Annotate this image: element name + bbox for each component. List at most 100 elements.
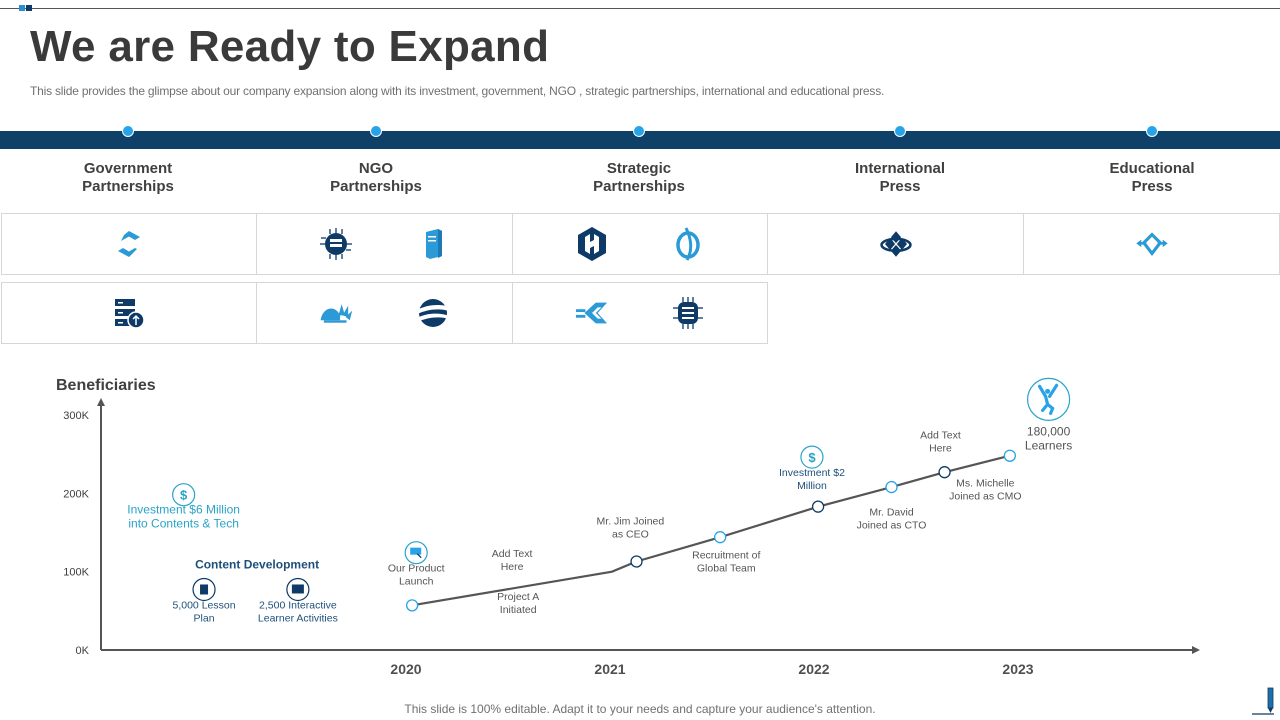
top-rule: [0, 8, 1280, 9]
slide-subtitle: This slide provides the glimpse about ou…: [30, 84, 885, 98]
icon-ring: [800, 445, 824, 469]
annotation-label: Our Product: [388, 563, 445, 575]
board-glyph: [291, 584, 304, 594]
diamond-arrows-icon: [1135, 227, 1169, 261]
swoosh-globe-icon: [416, 296, 450, 330]
hexagon-s-logo-icon: [112, 227, 146, 261]
data-point: [885, 480, 898, 494]
jumping-person-icon: [1026, 377, 1071, 421]
person-body: [1038, 383, 1059, 415]
category-heading-ngo: NGO Partnerships: [276, 160, 476, 196]
document-glyph: [200, 584, 209, 595]
y-tick-label: 300K: [63, 410, 89, 422]
annotation-label: Mr. David: [869, 506, 914, 518]
series-line: [405, 449, 1016, 612]
heading-line: International: [854, 160, 945, 177]
y-tick-label: 200K: [63, 488, 89, 500]
board-glyph: [410, 547, 422, 555]
chart-axes: [97, 398, 1200, 654]
annotation-label: Plan: [194, 612, 215, 624]
annotation-label: Add Text: [920, 430, 961, 442]
data-point: [714, 531, 727, 544]
pencil-edit-icon[interactable]: [1252, 686, 1276, 720]
timeline-band: [0, 131, 1280, 149]
annotation-label: as CEO: [612, 529, 649, 541]
annotation-label: Investment $2: [779, 467, 845, 479]
series-line-path: [411, 454, 1011, 607]
logo-cell-strategic-1: [512, 213, 768, 275]
annotation-label: Here: [501, 561, 524, 573]
annotation-label: Learners: [1025, 438, 1072, 452]
lotus-book-icon: [319, 296, 353, 330]
annotation-label: into Contents & Tech: [128, 517, 239, 531]
dollar-glyph: $: [180, 488, 188, 503]
ring-leaf-icon: [671, 227, 705, 261]
annotation-label: Million: [797, 480, 827, 492]
logo-cell-international-1: [767, 213, 1024, 275]
dollar-glyph: $: [808, 450, 816, 465]
data-point: [938, 466, 951, 479]
chart-title: Beneficiaries: [56, 377, 156, 394]
annotation-label: Content Development: [195, 558, 319, 572]
data-point: [811, 500, 825, 513]
heading-line: Press: [879, 178, 921, 195]
circuit-chip-icon: [319, 227, 353, 261]
data-point: [1003, 449, 1016, 462]
icon-ring: [172, 483, 196, 507]
band-dot: [370, 125, 382, 137]
x-tick-label: 2023: [1002, 661, 1033, 677]
logo-cell-ngo-1: [256, 213, 513, 275]
hexagon-h-logo-icon: [575, 227, 609, 261]
data-point: [630, 555, 643, 568]
logo-cell-educational-1: [1023, 213, 1280, 275]
dollar-icon: $: [800, 445, 824, 469]
logo-cell-ngo-2: [256, 282, 513, 344]
heading-line: Partnerships: [330, 178, 422, 195]
annotation-label: Learner Activities: [258, 612, 338, 624]
person-head: [1045, 388, 1051, 394]
server-upload-icon: [112, 296, 146, 330]
annotation-label: 5,000 Lesson: [173, 599, 236, 611]
y-axis-ticks: 0K 100K 200K 300K: [63, 410, 89, 657]
annotation-label: Ms. Michelle: [956, 477, 1015, 489]
annotation-label: 180,000: [1027, 424, 1071, 438]
heading-line: NGO: [358, 160, 394, 177]
y-tick-label: 100K: [63, 567, 89, 579]
server-tower-icon: [416, 227, 450, 261]
annotation-label: Joined as CMO: [949, 490, 1021, 502]
heading-line: Press: [1131, 178, 1173, 195]
logo-cell-strategic-2: [512, 282, 768, 344]
band-dot: [122, 125, 134, 137]
heading-line: Partnerships: [82, 178, 174, 195]
interactive-board-icon: [286, 577, 310, 602]
magnifier-glyph: [416, 553, 422, 559]
x-tick-label: 2021: [594, 661, 625, 677]
x-tick-label: 2022: [798, 661, 829, 677]
annotation-label: Recruitment of: [692, 549, 760, 561]
presentation-icon: [404, 541, 428, 565]
circuit-chip-icon: [671, 296, 705, 330]
x-axis-ticks: 2020 2021 2022 2023: [390, 661, 1033, 677]
band-dot: [633, 125, 645, 137]
document-icon: [192, 577, 216, 602]
annotation-label: Launch: [399, 576, 434, 588]
category-heading-government: Government Partnerships: [28, 160, 228, 196]
icon-ring: [1026, 377, 1071, 421]
slide-title: We are Ready to Expand: [30, 22, 550, 71]
heading-line: Government: [83, 160, 173, 177]
slide-marker-dark: [26, 5, 32, 11]
annotation-label: Add Text: [492, 548, 533, 560]
data-point: [405, 599, 419, 612]
band-dot: [1146, 125, 1158, 137]
heading-line: Strategic: [606, 160, 672, 177]
diamond-cluster-icon: [879, 227, 913, 261]
annotation-label: 2,500 Interactive: [259, 599, 337, 611]
band-dot: [894, 125, 906, 137]
annotation-label: Here: [929, 443, 952, 455]
heading-line: Educational: [1109, 160, 1195, 177]
annotation-label: Project A: [497, 591, 539, 603]
logo-cell-government-1: [1, 213, 257, 275]
x-axis-arrow: [1192, 646, 1200, 654]
